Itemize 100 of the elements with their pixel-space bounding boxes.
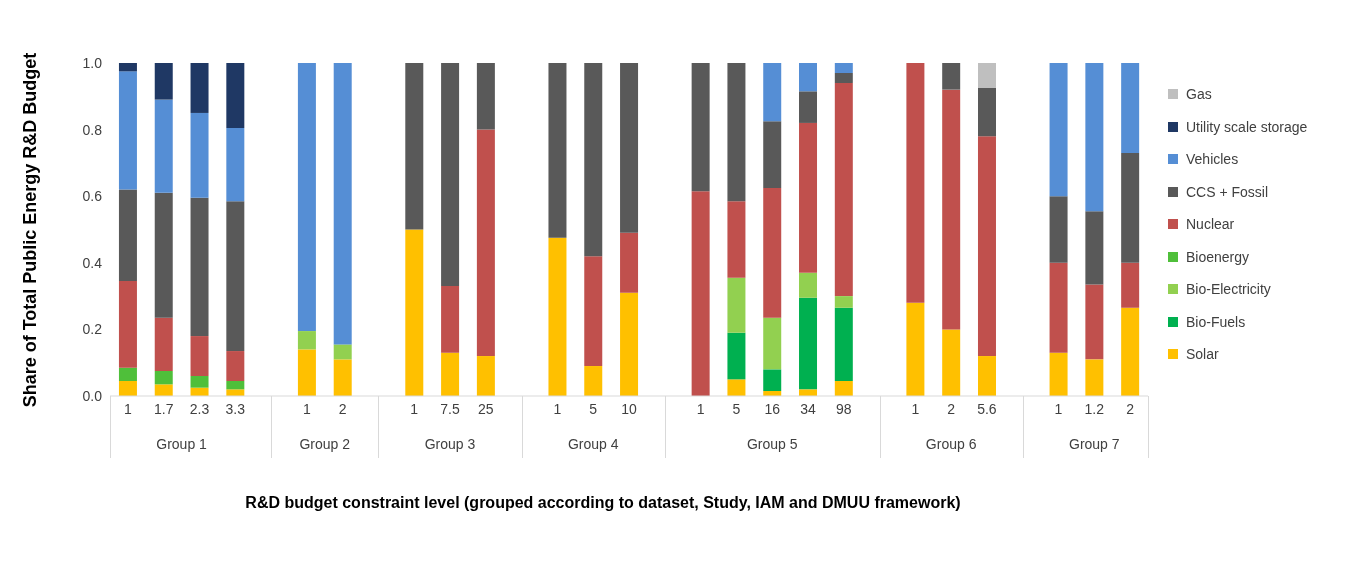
bar	[441, 352, 460, 396]
bar	[1085, 359, 1104, 396]
legend-label: Vehicles	[1186, 151, 1239, 168]
bar	[763, 317, 782, 370]
bar	[190, 63, 209, 113]
bar	[154, 63, 173, 100]
bar	[1049, 262, 1068, 353]
bar	[834, 381, 853, 396]
x-tick-label: 5	[732, 400, 741, 417]
bar	[584, 366, 603, 396]
bar	[226, 127, 245, 202]
bar	[834, 307, 853, 382]
bar	[405, 229, 424, 396]
bar	[226, 351, 245, 382]
bar	[118, 281, 137, 368]
bar	[834, 82, 853, 297]
bar	[584, 63, 603, 257]
x-tick-label: 25	[478, 400, 494, 417]
bar	[977, 63, 996, 88]
bar	[1049, 63, 1068, 197]
x-tick-label: 3.3	[225, 400, 246, 417]
bar	[1049, 352, 1068, 396]
x-tick-label: 16	[764, 400, 781, 417]
x-tick-label: 1	[410, 400, 419, 417]
legend-label: Utility scale storage	[1186, 118, 1308, 135]
bar	[620, 63, 639, 233]
bar	[906, 302, 925, 396]
bar	[190, 376, 209, 388]
bar	[190, 336, 209, 377]
bar	[727, 201, 746, 278]
bar	[476, 129, 495, 357]
x-tick-label: 7.5	[440, 400, 460, 417]
bar	[1121, 307, 1140, 396]
bar	[1085, 284, 1104, 360]
x-tick-label: 1	[302, 400, 311, 417]
text: Group 6	[924, 436, 978, 452]
x-tick-label: 2.3	[189, 400, 210, 417]
bar	[118, 63, 137, 72]
bar	[727, 277, 746, 333]
x-tick-label: 1	[553, 400, 562, 417]
x-tick-label: 2	[947, 400, 956, 417]
bar	[333, 359, 352, 396]
x-tick-label: 34	[800, 400, 816, 417]
legend-label: Bio-Electricity	[1186, 281, 1271, 298]
bar	[799, 272, 818, 298]
bar	[763, 369, 782, 392]
y-tick-label: 0.6	[82, 188, 103, 205]
x-tick-label: 2	[338, 400, 347, 417]
bar	[942, 89, 961, 330]
x-tick-label: 98	[835, 400, 852, 417]
bar	[333, 344, 352, 360]
bar	[727, 332, 746, 380]
bar	[620, 232, 639, 293]
bar	[727, 379, 746, 396]
bar	[297, 63, 316, 332]
legend-label: CCS + Fossil	[1186, 183, 1269, 200]
bar	[118, 71, 137, 190]
bar	[1121, 63, 1140, 153]
x-tick-label: 1	[911, 400, 920, 417]
bar	[226, 389, 245, 396]
y-tick-label: 0.0	[82, 387, 103, 404]
bar	[476, 63, 495, 130]
x-tick-label: 2	[1126, 400, 1135, 417]
bar	[118, 381, 137, 396]
bar	[727, 63, 746, 202]
bar	[906, 63, 925, 303]
bar	[1085, 63, 1104, 212]
bar	[548, 63, 567, 238]
y-tick-label: 0.8	[82, 121, 103, 138]
bar	[1049, 196, 1068, 263]
y-tick-label: 0.2	[82, 321, 103, 338]
y-tick-label: 0.4	[82, 254, 103, 271]
bar	[1121, 262, 1140, 308]
bar	[834, 72, 853, 83]
x-tick-label: 1	[1054, 400, 1063, 417]
bar	[154, 384, 173, 396]
bar	[190, 197, 209, 337]
x-tick-label: 5.6	[977, 400, 997, 417]
x-tick-label: 10	[621, 400, 637, 417]
bar	[799, 91, 818, 123]
bar	[799, 389, 818, 396]
bar	[834, 63, 853, 73]
text: Group 2	[298, 436, 352, 452]
text: Group 4	[566, 436, 620, 452]
bar	[548, 237, 567, 396]
bar	[584, 256, 603, 367]
bar	[977, 356, 996, 396]
bar	[226, 381, 245, 390]
x-axis-title: R&D budget constraint level (grouped according to dataset, Study, IAM and DMUU framework)	[244, 494, 962, 512]
bar	[190, 112, 209, 198]
legend-label: Bio-Fuels	[1186, 313, 1246, 330]
y-tick-label: 1.0	[82, 54, 103, 71]
x-tick-label: 1.7	[153, 400, 174, 417]
bar	[977, 136, 996, 357]
bar	[691, 191, 710, 396]
bar	[476, 356, 495, 396]
bar	[1085, 211, 1104, 285]
text: Group 3	[423, 436, 477, 452]
bar	[834, 296, 853, 308]
bar	[763, 187, 782, 318]
